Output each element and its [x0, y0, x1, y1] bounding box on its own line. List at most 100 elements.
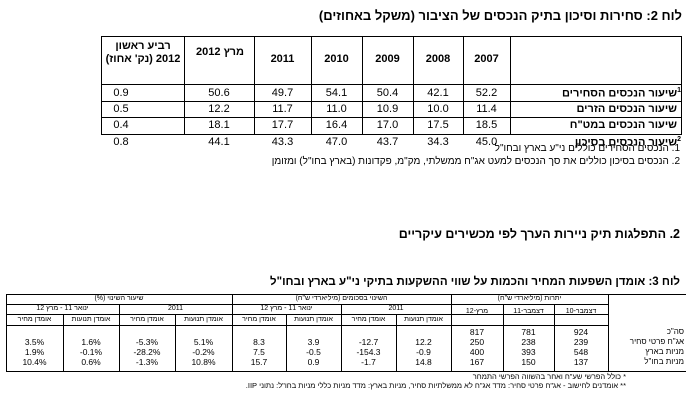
- table3-note-1: * כולל הפרשי שע"ח ואחר בהשווה הפרשי התמח…: [472, 372, 626, 381]
- t3-cell: -0.9: [416, 347, 431, 357]
- t3-period-2011-changes: 2011: [388, 305, 404, 312]
- table2-cell: 16.4: [325, 119, 348, 131]
- t3-sub-movements: אומדן תנועות: [294, 316, 333, 323]
- t3-cell: -1.3%: [135, 357, 159, 367]
- t3-sub-price: אומדן מחיר: [130, 316, 164, 323]
- table2-cell: 0.4: [113, 119, 129, 131]
- table2-cell: 50.4: [376, 87, 399, 99]
- table2-row-label-tradable: 1שיעור הנכסים הסחירים: [561, 87, 681, 100]
- t3-cell: -0.2%: [192, 347, 215, 357]
- t3-cell: 8.3: [253, 337, 265, 347]
- t3-cell: 1.6%: [81, 337, 101, 347]
- table2-cell: 50.6: [208, 87, 230, 99]
- t3-sub-movements: אומדן תנועות: [404, 316, 443, 323]
- t3-col-dec11: דצמבר-11: [513, 308, 544, 315]
- t3-cell: 1.9%: [24, 347, 45, 357]
- table2-header-march2012: מרץ 2012: [196, 46, 244, 58]
- t3-row-domestic-stocks: מניות בארץ: [645, 347, 684, 356]
- table3-title: לוח 3: אומדן השפעות המחיר והכמות על שווי…: [270, 276, 680, 288]
- t3-col-mar12: מרץ-12: [465, 308, 489, 315]
- t3-cell: 14.8: [415, 357, 432, 367]
- t3-sub-price: אומדן מחיר: [17, 316, 52, 323]
- t3-cell: 5.1%: [193, 337, 214, 347]
- table2-cell: 0.8: [113, 136, 129, 148]
- table2-header-2010: 2010: [324, 53, 349, 65]
- table2-row-label-foreign: שיעור הנכסים הזרים: [576, 103, 677, 115]
- t3-cell: 10.8%: [191, 357, 216, 367]
- table2-cell: 0.9: [113, 87, 129, 99]
- t3-sub-movements: אומדן תנועות: [184, 316, 223, 323]
- t3-cell: 548: [573, 347, 589, 357]
- table2-header-q1-2012: רביע ראשון 2012 (נק' אחוז): [105, 40, 181, 65]
- table2-cell: 18.5: [475, 119, 498, 131]
- t3-sub-price: אומדן מחיר: [351, 316, 386, 323]
- t3-cell: 150: [521, 357, 536, 367]
- table3: יתרות (מיליארדי ש"ח) השינוי בסכומים (מיל…: [6, 294, 686, 374]
- table2-cell: 54.1: [325, 87, 348, 99]
- t3-cell: 7.5: [253, 347, 265, 357]
- table2: 2007 2008 2009 2010 2011 מרץ 2012 רביע ר…: [101, 36, 682, 149]
- section2-heading: 2. התפלגות תיק ניירות הערך לפי מכשירים ע…: [398, 227, 680, 241]
- table2-header-2008: 2008: [425, 53, 451, 65]
- table2-cell: 34.3: [427, 136, 449, 148]
- t3-cell: -0.1%: [79, 347, 103, 357]
- table2-cell: 17.7: [271, 119, 294, 131]
- t3-cell: -1.7: [361, 357, 376, 367]
- table2-cell: 11.4: [476, 103, 497, 115]
- table2-cell: 44.1: [208, 136, 230, 148]
- t3-cell: 10.4%: [22, 357, 47, 367]
- table2-cell: 11.0: [326, 103, 347, 115]
- table2-row-label-fx: שיעור הנכסים במט"ח: [569, 119, 677, 131]
- table2-cell: 49.7: [271, 87, 294, 99]
- t3-cell: 3.9: [307, 337, 320, 347]
- t3-cell: -154.3: [356, 347, 381, 357]
- t3-row-corp-bonds: אג"ח פרטי סחיר: [629, 337, 684, 346]
- t3-sub-movements: אומדן תנועות: [71, 316, 111, 323]
- t3-cell: -12.7: [358, 337, 379, 347]
- t3-cell: 0.6%: [81, 357, 101, 367]
- t3-cell: 924: [573, 327, 589, 337]
- table2-cell: 17.5: [427, 119, 449, 131]
- t3-cell: 238: [521, 337, 536, 347]
- table2-cell: 42.1: [427, 87, 449, 99]
- t3-cell: 15.7: [250, 357, 268, 367]
- table2-header-2009: 2009: [375, 53, 400, 65]
- t3-row-total: סה"כ: [666, 327, 684, 336]
- table2-title: לוח 2: סחירות וסיכון בתיק הנכסים של הציב…: [318, 8, 682, 23]
- t3-cell: 250: [469, 337, 485, 347]
- t3-col-dec10: דצמבר-10: [565, 308, 597, 315]
- t3-cell: 400: [469, 347, 485, 357]
- t3-cell: -28.2%: [133, 347, 161, 357]
- t3-cell: 239: [573, 337, 589, 347]
- table2-cell: 43.7: [376, 136, 399, 148]
- t3-sub-price: אומדן מחיר: [242, 316, 276, 323]
- table2-cell: 45.0: [475, 136, 498, 148]
- t3-cell: -5.3%: [135, 337, 159, 347]
- table2-note-2: 2. הנכסים בסיכון כוללים את סך הנכסים למע…: [271, 156, 680, 167]
- t3-group-balances: יתרות (מיליארדי ש"ח): [497, 295, 562, 302]
- t3-cell: 12.2: [415, 337, 432, 347]
- table2-cell: 0.5: [113, 103, 129, 115]
- table2-cell: 12.2: [208, 103, 230, 115]
- t3-cell: 3.5%: [24, 337, 45, 347]
- table2-header-2011: 2011: [270, 53, 295, 65]
- t3-cell: -0.5: [306, 347, 321, 357]
- table2-cell: 11.7: [272, 103, 293, 115]
- t3-cell: 0.9: [307, 357, 320, 367]
- table2-cell: 47.0: [325, 136, 348, 148]
- t3-row-foreign-stocks: מניות בחו"ל: [644, 357, 684, 366]
- t3-cell: 781: [521, 327, 536, 337]
- t3-cell: 167: [469, 357, 485, 367]
- t3-group-changes: השינוי בסכומים (מיליארדי ש"ח): [295, 295, 388, 302]
- table2-cell: 52.2: [475, 87, 498, 99]
- t3-period-2011-rates: 2011: [167, 305, 184, 312]
- table2-cell: 10.9: [376, 103, 399, 115]
- table2-row-label-risk: 2שיעור הנכסים בסיכון: [574, 136, 681, 149]
- t3-period-jan11-mar12-rates: ינואר 11 - מרץ 12: [36, 305, 89, 312]
- t3-group-rates: שיעור השינוי (%): [94, 295, 144, 302]
- table3-note-2: ** אומדנים לחישוב - אג"ח פרטי סחיר: מדד …: [245, 381, 626, 390]
- table2-cell: 10.0: [427, 103, 449, 115]
- t3-cell: 393: [521, 347, 536, 357]
- table2-cell: 18.1: [208, 119, 230, 131]
- t3-cell: 137: [573, 357, 589, 367]
